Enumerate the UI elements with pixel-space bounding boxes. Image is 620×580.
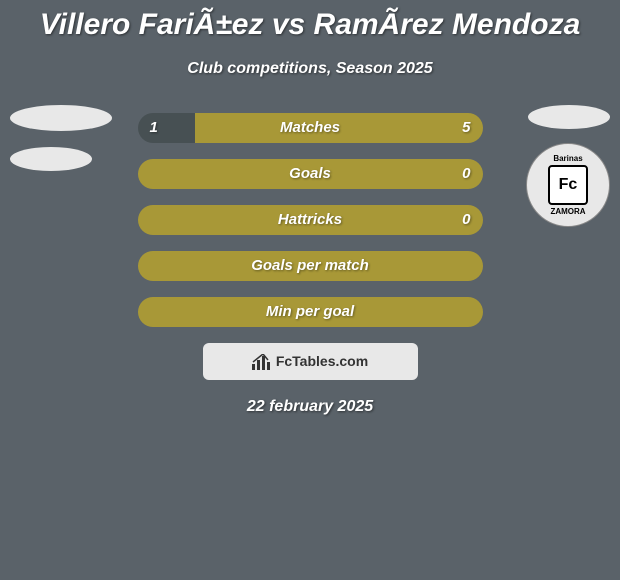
- footer-attribution: FcTables.com: [203, 343, 418, 380]
- club-logo: Barinas Fc ZAMORA: [526, 143, 610, 227]
- bar-right-value: 0: [462, 159, 470, 189]
- player-badge: [10, 147, 92, 171]
- stat-bar-row: Min per goal: [138, 297, 483, 327]
- bar-label: Goals: [138, 159, 483, 189]
- comparison-bars: Matches15Goals0Hattricks0Goals per match…: [138, 113, 483, 327]
- bar-label: Min per goal: [138, 297, 483, 327]
- bar-label: Matches: [138, 113, 483, 143]
- bar-right-value: 0: [462, 205, 470, 235]
- bar-label: Goals per match: [138, 251, 483, 281]
- stat-bar-row: Goals per match: [138, 251, 483, 281]
- footer-text: FcTables.com: [276, 353, 368, 369]
- chart-icon: [252, 354, 272, 370]
- club-logo-bottom-text: ZAMORA: [550, 207, 585, 216]
- player-badge: [528, 105, 610, 129]
- stat-bar-row: Goals0: [138, 159, 483, 189]
- player-badge: [10, 105, 112, 131]
- stat-bar-row: Matches1 5: [138, 113, 483, 143]
- bar-label: Hattricks: [138, 205, 483, 235]
- stats-area: BarinasFcZAMORA Matches15Goals0Hattricks…: [0, 113, 620, 327]
- club-logo-fc: Fc: [548, 165, 588, 205]
- page-title: Villero FariÃ±ez vs RamÃ­rez Mendoza: [0, 0, 620, 42]
- bar-right-value: 5: [462, 113, 470, 143]
- subtitle: Club competitions, Season 2025: [0, 60, 620, 78]
- date-text: 22 february 2025: [0, 398, 620, 416]
- infographic-container: Villero FariÃ±ez vs RamÃ­rez Mendoza Clu…: [0, 0, 620, 580]
- club-logo-top-text: Barinas: [553, 154, 582, 163]
- stat-bar-row: Hattricks0: [138, 205, 483, 235]
- bar-left-value: 1: [150, 113, 158, 143]
